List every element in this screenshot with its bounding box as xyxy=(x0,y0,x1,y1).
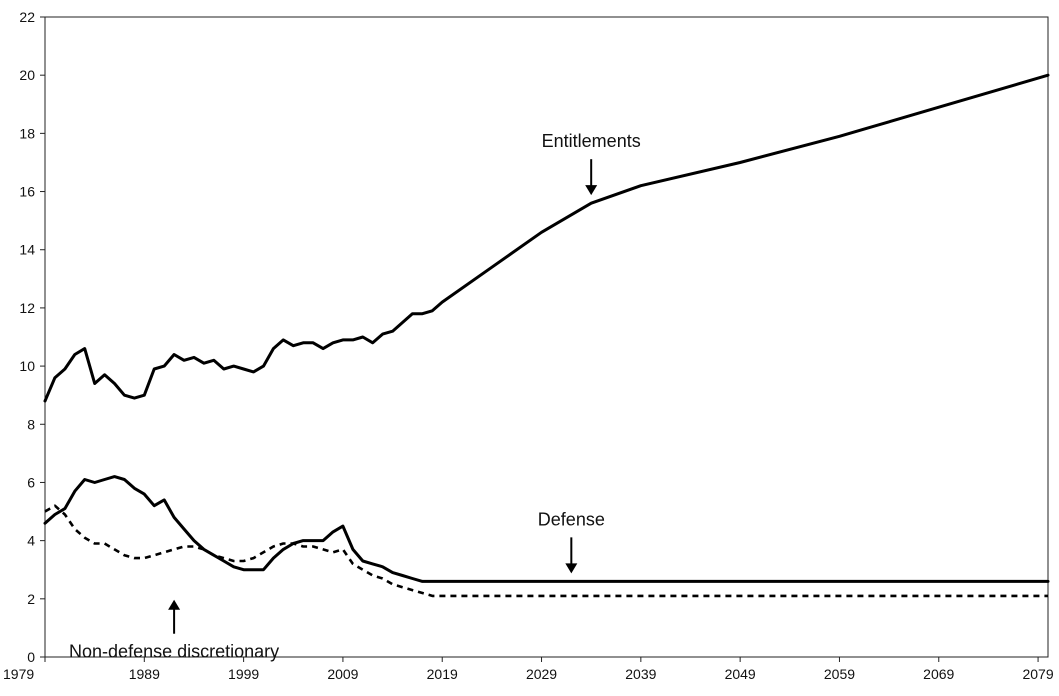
annotation-1: Entitlements xyxy=(542,131,641,196)
x-tick-label: 2039 xyxy=(625,666,656,682)
x-tick-label: 1989 xyxy=(129,666,160,682)
chart-axes xyxy=(44,16,1049,658)
x-tick-label: 2009 xyxy=(327,666,358,682)
y-tick-label: 10 xyxy=(19,358,35,374)
y-tick-label: 20 xyxy=(19,67,35,83)
x-axis-ticks: 1979 1989 1999 2009 2019 2029 2039 2049 2059 2069… xyxy=(3,657,1054,682)
down-arrow-icon xyxy=(565,563,578,574)
annotation-label: Defense xyxy=(538,509,605,529)
down-arrow-icon xyxy=(585,185,598,196)
y-axis-ticks: 0 2 4 6 8 10 12 14 16 18 20 22 xyxy=(19,9,45,665)
up-arrow-icon xyxy=(168,599,181,610)
x-tick-label: 2029 xyxy=(526,666,557,682)
x-tick-label: 1979 xyxy=(3,666,34,682)
annotation-2: Defense xyxy=(538,509,605,574)
y-tick-label: 0 xyxy=(27,649,35,665)
y-tick-label: 22 xyxy=(19,9,35,25)
y-tick-label: 12 xyxy=(19,300,35,316)
x-tick-label: 2079 xyxy=(1022,666,1053,682)
y-tick-label: 8 xyxy=(27,416,35,432)
y-tick-label: 4 xyxy=(27,533,35,549)
annotation-label: Entitlements xyxy=(542,131,641,151)
y-tick-label: 6 xyxy=(27,474,35,490)
series-line-entitlements xyxy=(43,73,1050,403)
y-tick-label: 18 xyxy=(19,125,35,141)
chart-annotations: Entitlements Defense Non-defense discretio… xyxy=(69,131,641,662)
y-tick-label: 14 xyxy=(19,242,35,258)
x-tick-label: 1999 xyxy=(228,666,259,682)
x-tick-label: 2059 xyxy=(824,666,855,682)
chart-series-lines xyxy=(43,73,1050,598)
y-tick-label: 2 xyxy=(27,591,35,607)
x-tick-label: 2049 xyxy=(725,666,756,682)
plot-area-frame xyxy=(44,16,1049,658)
annotation-3: Non-defense discretionary xyxy=(69,599,279,662)
annotation-label: Non-defense discretionary xyxy=(69,642,279,662)
series-line-defense xyxy=(43,475,1050,583)
x-tick-label: 2019 xyxy=(427,666,458,682)
y-tick-label: 16 xyxy=(19,184,35,200)
x-tick-label: 2069 xyxy=(923,666,954,682)
series-line-non_defense xyxy=(44,504,1048,598)
